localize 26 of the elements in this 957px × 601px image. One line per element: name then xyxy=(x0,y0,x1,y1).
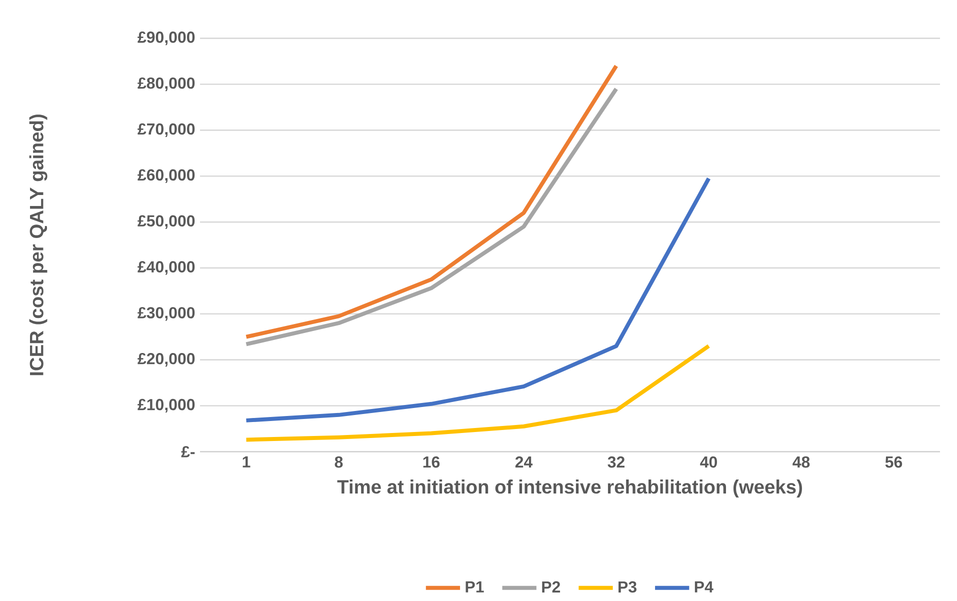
line-series xyxy=(244,344,711,442)
x-tick-label: 48 xyxy=(792,456,810,468)
x-tick-label: 32 xyxy=(608,456,625,468)
x-tick-label: 56 xyxy=(885,456,902,468)
line-series xyxy=(244,176,711,422)
y-axis-title: ICER (cost per QALY gained) xyxy=(29,114,48,376)
y-tick-label: £60,000 xyxy=(138,169,195,183)
y-tick-label: £- xyxy=(181,446,195,458)
x-axis-title: Time at initiation of intensive rehabilitation (weeks) xyxy=(337,480,802,498)
x-tick-label: 1 xyxy=(242,456,250,468)
legend-label: P3 xyxy=(618,581,636,593)
legend-label: P4 xyxy=(694,581,714,592)
y-tick-label: £20,000 xyxy=(138,353,195,367)
x-tick-label: 24 xyxy=(515,456,533,468)
y-tick-label: £10,000 xyxy=(138,398,195,413)
x-tick-label: 40 xyxy=(700,456,717,468)
x-tick-label: 8 xyxy=(334,456,343,468)
y-tick-label: £50,000 xyxy=(138,215,195,229)
y-tick-label: £90,000 xyxy=(138,32,195,46)
x-tick-label: 16 xyxy=(423,456,440,468)
y-tick-label: £40,000 xyxy=(138,261,195,275)
y-tick-label: £80,000 xyxy=(138,77,195,92)
y-tick-label: £30,000 xyxy=(138,307,195,321)
legend-label: P2 xyxy=(542,581,560,592)
legend-label: P1 xyxy=(466,581,484,592)
y-tick-label: £70,000 xyxy=(138,123,195,138)
